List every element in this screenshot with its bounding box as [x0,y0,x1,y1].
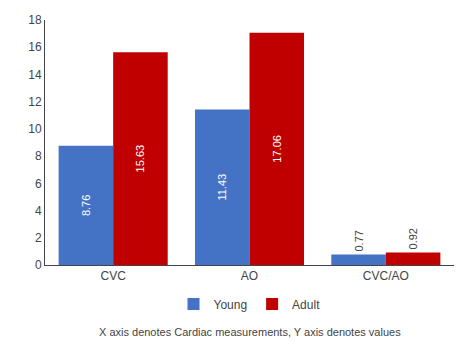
svg-text:14: 14 [28,68,42,82]
svg-text:0.92: 0.92 [407,228,419,249]
svg-text:CVC/AO: CVC/AO [363,269,409,283]
svg-text:0.77: 0.77 [353,230,365,251]
svg-text:17.06: 17.06 [271,135,283,163]
svg-text:Young: Young [214,298,248,312]
svg-text:11.43: 11.43 [216,174,228,201]
svg-text:10: 10 [28,122,42,136]
svg-text:18: 18 [28,13,42,27]
svg-text:0: 0 [35,258,42,272]
svg-text:15.63: 15.63 [134,145,146,173]
svg-text:16: 16 [28,40,42,54]
svg-text:8: 8 [35,149,42,163]
svg-text:6: 6 [35,177,42,191]
svg-text:CVC: CVC [100,269,126,283]
svg-text:X axis denotes Cardiac measure: X axis denotes Cardiac measurements, Y a… [99,326,401,338]
svg-text:12: 12 [28,95,42,109]
svg-text:2: 2 [35,231,42,245]
svg-text:4: 4 [35,204,42,218]
svg-text:Adult: Adult [292,298,320,312]
svg-text:AO: AO [241,269,258,283]
svg-text:8.76: 8.76 [80,195,92,216]
